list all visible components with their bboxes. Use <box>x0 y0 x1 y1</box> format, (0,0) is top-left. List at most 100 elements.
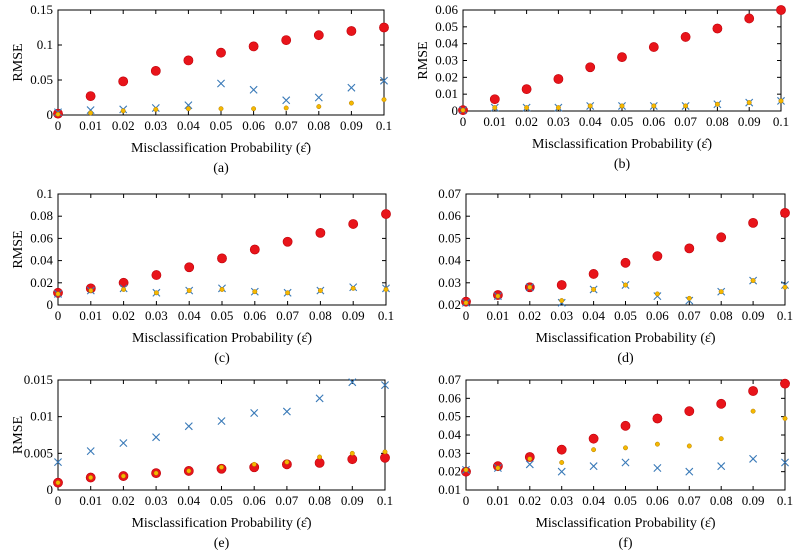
data-point-red <box>380 452 390 463</box>
data-point-yellow <box>153 290 159 296</box>
data-point-red <box>652 251 663 262</box>
data-point-yellow <box>153 470 159 476</box>
data-point-red <box>776 5 786 15</box>
data-point-red <box>780 207 790 218</box>
x-tick-label: 0.08 <box>309 308 332 323</box>
x-tick-label: 0.05 <box>614 493 637 508</box>
data-point-blue-cross <box>249 85 258 94</box>
y-axis-label: RMSE <box>11 43 26 81</box>
data-point-blue-cross <box>557 467 566 476</box>
x-tick-label: 0.1 <box>376 118 392 133</box>
data-point-red <box>489 94 500 105</box>
data-point-red <box>588 269 599 279</box>
x-tick-label: 0.1 <box>777 493 793 508</box>
data-point-blue-cross <box>653 464 662 472</box>
data-point-yellow <box>252 289 258 295</box>
data-point-yellow <box>495 465 501 471</box>
data-point-yellow <box>559 460 565 465</box>
data-point-yellow <box>686 295 692 301</box>
data-point-blue-cross <box>152 433 161 442</box>
x-tick-label: 0.06 <box>642 114 665 129</box>
data-point-red <box>744 13 755 24</box>
data-point-red <box>346 26 357 36</box>
data-point-blue-cross <box>749 454 758 463</box>
x-tick-label: 0.09 <box>342 308 365 323</box>
y-tick-label: 0.05 <box>438 409 461 424</box>
x-tick-label: 0.04 <box>579 114 602 129</box>
data-point-yellow <box>651 103 657 109</box>
data-point-yellow <box>283 105 289 111</box>
x-axis-label: Misclassification Probability (ε̂) <box>535 331 715 346</box>
y-tick-label: 0.03 <box>438 445 461 460</box>
data-point-yellow <box>120 473 126 479</box>
data-point-red <box>248 41 259 52</box>
chart-panel-2: 0 0.01 0.02 0.03 0.04 0.05 0.06 0.07 0.08 0.09 0.1… <box>11 186 394 366</box>
data-point-yellow <box>186 468 192 474</box>
x-tick-label: 0 <box>463 308 470 323</box>
data-point-yellow <box>527 456 533 462</box>
y-tick-label: 0.03 <box>435 53 458 68</box>
y-tick-label: 0.06 <box>30 230 53 245</box>
data-point-blue-cross <box>380 76 388 85</box>
data-point-red <box>712 23 723 34</box>
x-tick-label: 0.03 <box>144 118 167 133</box>
data-point-red <box>748 386 758 396</box>
data-point-yellow <box>381 97 387 103</box>
data-point-red <box>379 22 389 33</box>
x-tick-label: 0.01 <box>487 308 510 323</box>
x-tick-label: 0.07 <box>276 308 299 323</box>
data-point-red <box>521 84 532 95</box>
x-tick-label: 0.01 <box>483 114 506 129</box>
y-tick-label: 0.06 <box>438 390 461 405</box>
y-tick-label: 0.02 <box>438 297 461 312</box>
data-point-red <box>556 280 567 290</box>
data-point-blue-cross <box>184 101 193 110</box>
data-point-blue-cross <box>282 96 291 105</box>
data-point-blue-cross <box>589 462 598 471</box>
data-point-yellow <box>185 106 191 112</box>
data-point-yellow <box>120 108 126 114</box>
x-tick-label: 0.1 <box>773 114 789 129</box>
y-tick-label: 0.1 <box>37 186 53 201</box>
data-point-yellow <box>654 291 660 297</box>
data-point-yellow <box>778 98 784 104</box>
data-point-yellow <box>746 100 752 106</box>
data-point-red <box>684 406 695 417</box>
chart-panel-0: 0 0.01 0.02 0.03 0.04 0.05 0.06 0.07 0.08 0.09 0.1… <box>11 2 392 176</box>
x-tick-label: 0.01 <box>79 118 102 133</box>
data-point-blue-cross <box>348 378 357 387</box>
data-point-red <box>217 253 227 264</box>
x-axis-label: Misclassification Probability (ε̂) <box>132 331 312 346</box>
x-tick-label: 0.09 <box>742 493 765 508</box>
y-axis-label: RMSE <box>11 230 26 268</box>
x-tick-label: 0.02 <box>112 118 135 133</box>
y-tick-label: 0.02 <box>30 275 53 290</box>
data-point-blue-cross <box>621 458 630 467</box>
data-point-yellow <box>683 103 689 109</box>
x-tick-label: 0.07 <box>678 308 701 323</box>
y-tick-label: 0.05 <box>30 72 53 87</box>
data-point-red <box>716 232 727 243</box>
y-tick-label: 0.15 <box>30 2 53 17</box>
data-point-yellow <box>285 290 291 296</box>
data-point-yellow <box>317 288 323 294</box>
x-tick-label: 0.08 <box>710 493 733 508</box>
panel-label: (d) <box>617 351 634 366</box>
x-tick-label: 0.09 <box>341 493 364 508</box>
x-tick-label: 0.08 <box>307 118 330 133</box>
data-point-blue-cross <box>381 381 389 390</box>
data-point-red <box>588 433 599 444</box>
y-tick-label: 0.07 <box>438 372 461 387</box>
x-tick-label: 0.02 <box>112 308 135 323</box>
data-point-red <box>780 378 790 389</box>
panel-label: (f) <box>619 536 633 551</box>
data-point-yellow <box>186 288 192 294</box>
data-point-red <box>348 219 359 229</box>
x-tick-label: 0.08 <box>308 493 331 508</box>
data-point-yellow <box>153 106 159 112</box>
x-tick-label: 0 <box>55 118 62 133</box>
data-point-blue-cross <box>217 79 225 88</box>
chart-panel-3: 0 0.01 0.02 0.03 0.04 0.05 0.06 0.07 0.08 0.09 0.1… <box>438 186 793 366</box>
x-tick-label: 0.04 <box>177 493 200 508</box>
data-point-yellow <box>527 284 533 290</box>
